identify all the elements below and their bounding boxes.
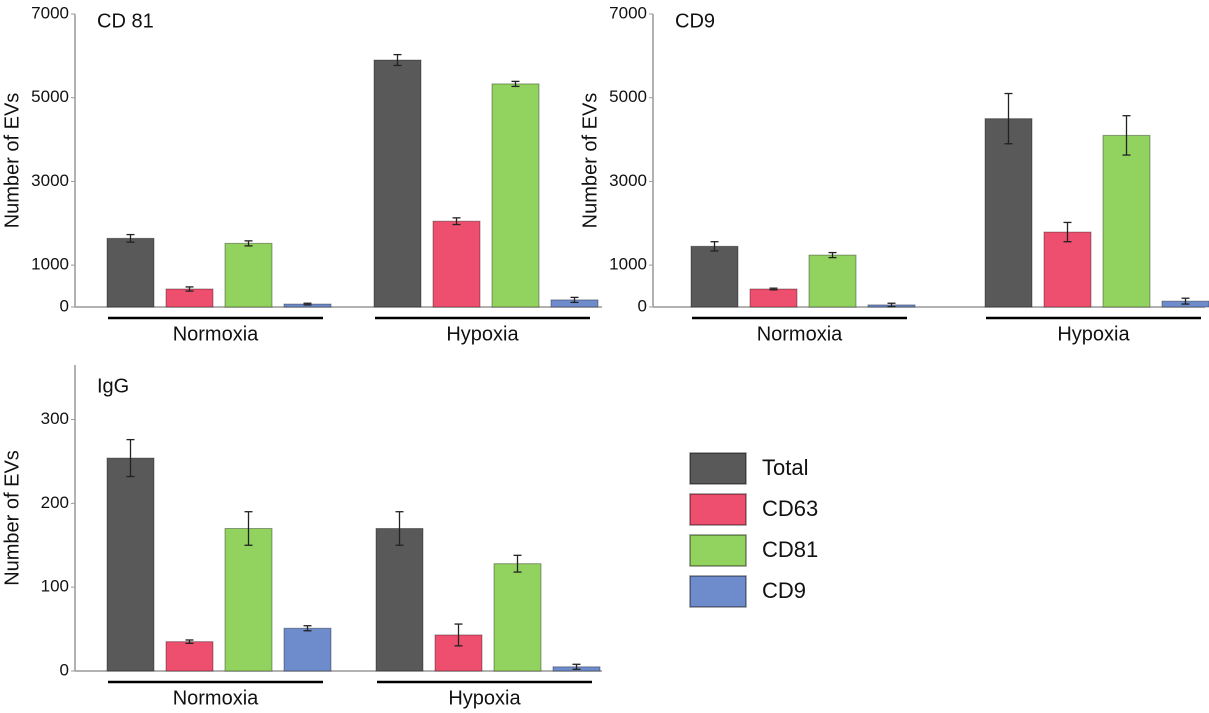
bar (106, 457, 155, 672)
chart: 0 1000 3000 5000 7000 CD 81 Number of EVs Normo… (1, 3, 602, 345)
y-tick-label: 1000 (31, 255, 69, 274)
legend-label: CD9 (762, 578, 806, 603)
legend-swatch (689, 452, 747, 485)
error-bar (244, 240, 253, 247)
y-tick-label: 5000 (609, 87, 647, 106)
y-tick-label: 3000 (31, 171, 69, 190)
error-bar (710, 241, 719, 252)
error-bar (303, 625, 312, 632)
bar (283, 627, 332, 672)
chart-title: CD9 (675, 10, 715, 32)
bar (224, 527, 273, 672)
y-tick-label: 0 (638, 296, 647, 315)
bar (224, 242, 273, 308)
x-tick-label: Normoxia (757, 323, 843, 345)
y-axis-label: Number of EVs (1, 93, 23, 229)
y-tick-label: 7000 (31, 3, 69, 22)
y-tick-label: 200 (41, 493, 69, 512)
error-bar (1122, 115, 1131, 156)
chart-title: CD 81 (97, 10, 154, 32)
chart: 0 100 200 300 IgG Number of EVs Normoxia Hypoxi… (1, 365, 602, 709)
bar (165, 641, 214, 672)
x-tick-label: Hypoxia (448, 687, 521, 709)
error-bar (572, 663, 581, 670)
x-tick-label: Normoxia (173, 687, 259, 709)
chart: 0 1000 3000 5000 7000 CD9 Number of EVs Normoxi… (579, 3, 1209, 345)
error-bar (126, 438, 135, 478)
error-bar (769, 287, 778, 291)
chart-title: IgG (97, 375, 129, 397)
error-bar (513, 554, 522, 573)
bar (491, 83, 540, 308)
legend-label: CD81 (762, 537, 818, 562)
error-bar (126, 233, 135, 243)
legend-swatch (689, 493, 747, 526)
error-bar (828, 251, 837, 259)
error-bar (1063, 221, 1072, 243)
bar (984, 118, 1033, 308)
y-tick-label: 100 (41, 577, 69, 596)
error-bar (185, 639, 194, 644)
y-tick-label: 5000 (31, 87, 69, 106)
error-bar (1181, 297, 1190, 305)
bar (1043, 231, 1092, 308)
error-bar (570, 296, 579, 304)
error-bar (887, 302, 896, 308)
y-tick-label: 1000 (609, 255, 647, 274)
error-bar (452, 217, 461, 226)
bar (749, 288, 798, 308)
bar (432, 220, 481, 308)
legend-swatch (689, 575, 747, 608)
error-bar (454, 623, 463, 647)
legend-label: CD63 (762, 496, 818, 521)
x-tick-label: Normoxia (173, 323, 259, 345)
bar (375, 527, 424, 672)
error-bar (511, 80, 520, 88)
bar (1102, 134, 1151, 308)
error-bar (393, 53, 402, 67)
y-axis-label: Number of EVs (1, 450, 23, 586)
error-bar (395, 511, 404, 546)
bar (106, 237, 155, 308)
y-tick-label: 0 (60, 660, 69, 679)
legend-swatch (689, 534, 747, 567)
y-axis-label: Number of EVs (579, 93, 601, 229)
y-tick-label: 3000 (609, 171, 647, 190)
error-bar (185, 286, 194, 292)
bar (493, 563, 542, 672)
legend-label: Total (762, 455, 808, 480)
y-tick-label: 0 (60, 296, 69, 315)
error-bar (1004, 92, 1013, 145)
error-bar (244, 511, 253, 546)
bar (808, 254, 857, 308)
bar (373, 59, 422, 308)
y-tick-label: 300 (41, 409, 69, 428)
y-tick-label: 7000 (609, 3, 647, 22)
x-tick-label: Hypoxia (446, 323, 519, 345)
x-tick-label: Hypoxia (1057, 323, 1130, 345)
error-bar (303, 302, 312, 306)
bar (690, 245, 739, 308)
